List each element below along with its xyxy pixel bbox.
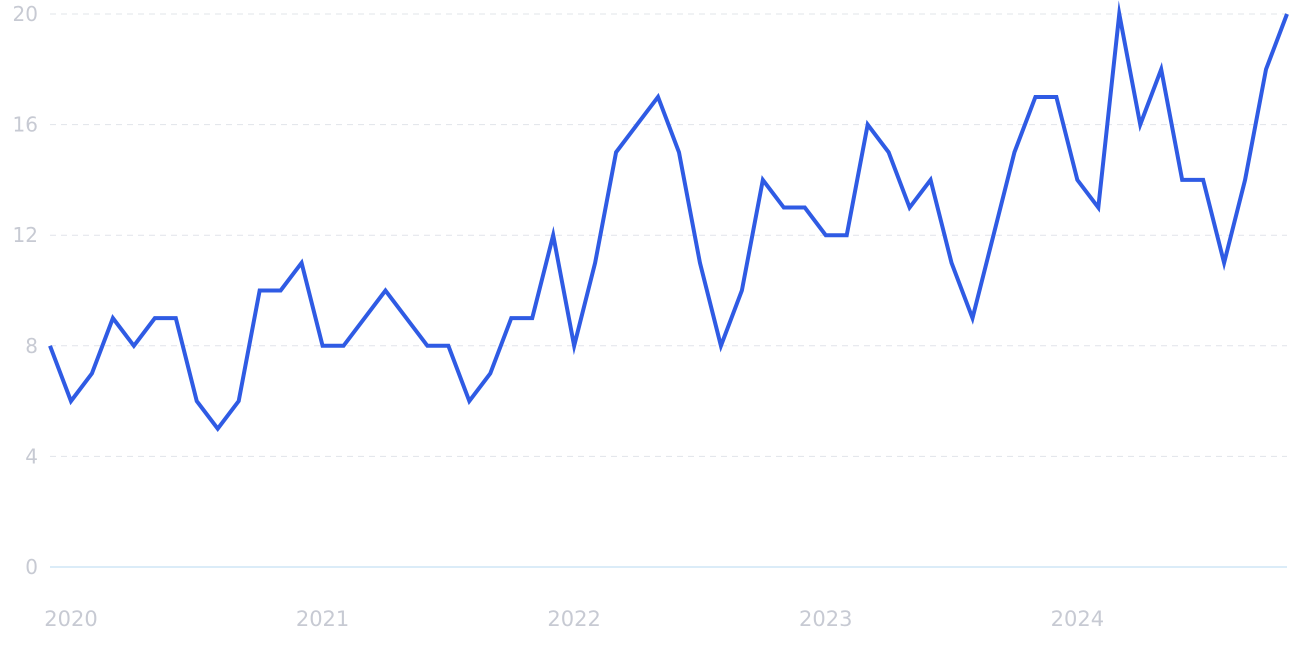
data-point bbox=[823, 232, 829, 238]
x-tick-label: 2021 bbox=[296, 607, 349, 631]
data-point bbox=[990, 232, 996, 238]
data-point bbox=[676, 149, 682, 155]
data-point bbox=[781, 205, 787, 211]
data-point bbox=[1053, 94, 1059, 100]
data-point bbox=[802, 205, 808, 211]
y-tick-label: 0 bbox=[25, 555, 38, 579]
data-point bbox=[131, 343, 137, 349]
data-point bbox=[487, 370, 493, 376]
data-point bbox=[928, 177, 934, 183]
data-point bbox=[194, 398, 200, 404]
data-point bbox=[466, 398, 472, 404]
data-point bbox=[1200, 177, 1206, 183]
data-point bbox=[1074, 177, 1080, 183]
data-point bbox=[299, 260, 305, 266]
data-point bbox=[361, 315, 367, 321]
data-point bbox=[110, 315, 116, 321]
y-tick-label: 8 bbox=[25, 334, 38, 358]
data-point bbox=[1221, 260, 1227, 266]
data-point bbox=[173, 315, 179, 321]
data-point bbox=[152, 315, 158, 321]
data-point bbox=[1158, 66, 1164, 72]
data-point bbox=[571, 343, 577, 349]
data-point bbox=[949, 260, 955, 266]
gridlines bbox=[50, 13, 1287, 568]
data-point bbox=[550, 232, 556, 238]
data-point bbox=[278, 288, 284, 294]
data-point bbox=[739, 288, 745, 294]
x-axis-tick-labels: 2020 2021 2022 2023 2024 bbox=[44, 607, 1104, 631]
y-tick-label: 16 bbox=[13, 113, 38, 137]
data-point bbox=[760, 177, 766, 183]
data-point bbox=[1011, 149, 1017, 155]
data-point bbox=[424, 343, 430, 349]
data-point bbox=[1263, 66, 1269, 72]
data-point bbox=[697, 260, 703, 266]
data-point bbox=[215, 426, 221, 432]
y-tick-label: 20 bbox=[13, 2, 38, 26]
data-point bbox=[1179, 177, 1185, 183]
data-point bbox=[89, 370, 95, 376]
x-tick-label: 2023 bbox=[799, 607, 852, 631]
y-axis-tick-labels: 0 4 8 12 16 20 bbox=[13, 2, 38, 579]
data-point bbox=[445, 343, 451, 349]
data-point bbox=[1095, 205, 1101, 211]
data-point bbox=[655, 94, 661, 100]
x-tick-label: 2022 bbox=[547, 607, 600, 631]
data-point bbox=[68, 398, 74, 404]
data-point bbox=[236, 398, 242, 404]
data-point bbox=[886, 149, 892, 155]
data-point bbox=[613, 149, 619, 155]
data-point bbox=[844, 232, 850, 238]
data-point bbox=[403, 315, 409, 321]
data-point bbox=[320, 343, 326, 349]
data-point bbox=[1242, 177, 1248, 183]
data-point bbox=[1284, 11, 1290, 17]
data-point bbox=[508, 315, 514, 321]
data-point bbox=[970, 315, 976, 321]
data-point bbox=[1137, 122, 1143, 128]
data-point bbox=[865, 122, 871, 128]
data-point bbox=[341, 343, 347, 349]
data-point bbox=[592, 260, 598, 266]
data-point bbox=[1116, 11, 1122, 17]
y-tick-label: 4 bbox=[25, 444, 38, 468]
data-point bbox=[382, 288, 388, 294]
data-point bbox=[257, 288, 263, 294]
data-point bbox=[634, 122, 640, 128]
data-point bbox=[718, 343, 724, 349]
data-point bbox=[47, 343, 53, 349]
data-point bbox=[1032, 94, 1038, 100]
y-tick-label: 12 bbox=[13, 223, 38, 247]
x-tick-label: 2024 bbox=[1051, 607, 1104, 631]
data-point bbox=[907, 205, 913, 211]
series-layer bbox=[47, 0, 1290, 433]
series-line bbox=[48, 0, 1289, 433]
data-point bbox=[529, 315, 535, 321]
x-tick-label: 2020 bbox=[44, 607, 97, 631]
